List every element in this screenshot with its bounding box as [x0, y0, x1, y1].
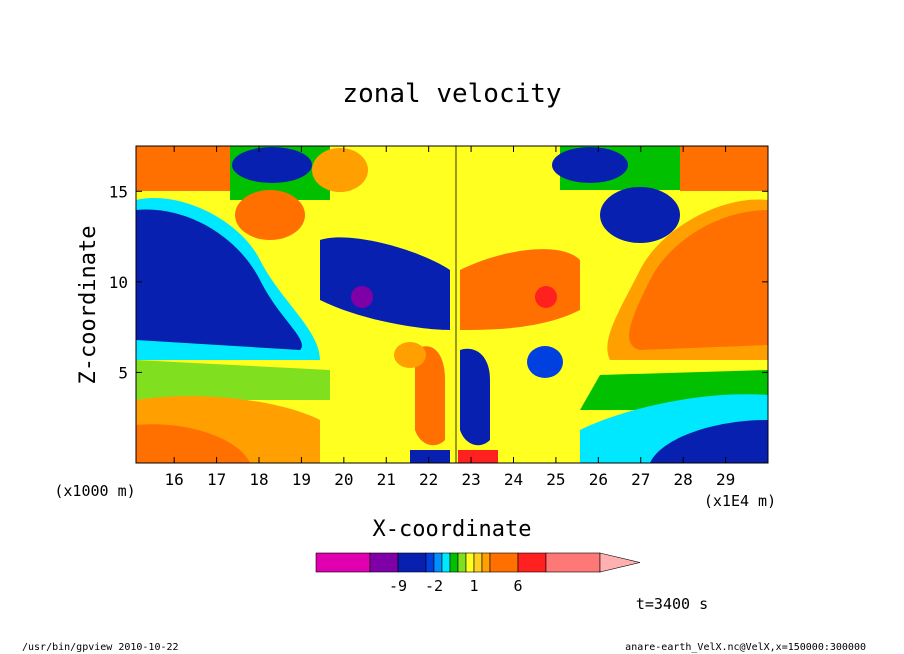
colorbar-extend-arrow	[599, 552, 641, 573]
colorbar-swatch	[517, 552, 547, 573]
region-blue-center-left	[320, 237, 450, 330]
region-orange-center-col	[415, 346, 445, 446]
region-orange-right	[629, 210, 768, 350]
colorbar: -9 -2 1 6	[315, 552, 641, 595]
region-orange-top	[312, 148, 368, 192]
x-tick-label: 25	[546, 470, 565, 489]
time-annotation: t=3400 s	[636, 595, 708, 613]
y-tick-label: 15	[109, 182, 128, 201]
colorbar-swatch	[457, 552, 467, 573]
footer-left: /usr/bin/gpview 2010-10-22	[22, 642, 179, 653]
region-green-low-left	[136, 360, 330, 400]
colorbar-swatch	[489, 552, 519, 573]
x-tick-label: 20	[334, 470, 353, 489]
y-axis: 5 10 15	[109, 182, 768, 382]
x-tick-label: 16	[165, 470, 184, 489]
region-orange-bottom-left	[136, 424, 250, 463]
x-tick-label: 29	[716, 470, 735, 489]
x-tick-label: 18	[249, 470, 268, 489]
colorbar-label: 1	[469, 577, 478, 595]
colorbar-swatch	[441, 552, 451, 573]
y-axis-label: Z-coordinate	[76, 226, 101, 385]
colorbar-swatch	[481, 552, 491, 573]
colorbar-swatch	[397, 552, 427, 573]
x-tick-label: 28	[674, 470, 693, 489]
y-scale-note: (x1000 m)	[54, 482, 135, 500]
colorbar-swatch	[545, 552, 601, 573]
x-tick-label: 22	[419, 470, 438, 489]
y-tick-label: 5	[118, 363, 128, 382]
region-blue-bottom-center	[410, 450, 450, 463]
x-scale-note: (x1E4 m)	[704, 492, 776, 510]
region-blue-top	[232, 147, 312, 183]
footer-right: anare-earth_VelX.nc@VelX,x=150000:300000	[625, 642, 866, 653]
colorbar-swatch	[449, 552, 459, 573]
y-tick-label: 10	[109, 273, 128, 292]
region-blue-small-right	[527, 346, 563, 378]
region-blue-top-right	[552, 147, 628, 183]
colorbar-swatch	[315, 552, 371, 573]
colorbar-swatch	[465, 552, 475, 573]
colorbar-swatch	[473, 552, 483, 573]
region-blue-bottom-right	[650, 420, 768, 463]
colorbar-label: 6	[513, 577, 522, 595]
x-tick-label: 21	[377, 470, 396, 489]
region-purple-min	[351, 286, 373, 308]
x-axis-label: X-coordinate	[373, 517, 532, 542]
region-orange-upper-left	[235, 190, 305, 240]
region-blue-left	[136, 209, 302, 350]
x-axis: 16 17 18 19 20 21 22 23 24 25 26 27 28 29	[165, 146, 735, 489]
colorbar-swatch	[425, 552, 435, 573]
x-tick-label: 27	[631, 470, 650, 489]
region-red-max	[535, 286, 557, 308]
x-tick-label: 23	[461, 470, 480, 489]
x-tick-label: 19	[292, 470, 311, 489]
x-tick-label: 24	[504, 470, 523, 489]
x-tick-label: 17	[207, 470, 226, 489]
plot-area	[136, 146, 768, 463]
colorbar-label: -9	[389, 577, 407, 595]
region-blue-center-col	[460, 348, 490, 446]
region-top-left	[136, 146, 246, 191]
region-orange-center-right	[460, 249, 580, 330]
region-orange-small-left	[394, 342, 426, 368]
chart-title: zonal velocity	[342, 79, 561, 109]
x-tick-label: 26	[589, 470, 608, 489]
region-red-bottom-center	[458, 450, 498, 463]
colorbar-swatch	[369, 552, 399, 573]
colorbar-label: -2	[425, 577, 443, 595]
plot-frame	[135, 145, 769, 464]
region-blue-upper-right	[600, 187, 680, 243]
colorbar-swatch	[433, 552, 443, 573]
region-top-right	[680, 146, 768, 191]
